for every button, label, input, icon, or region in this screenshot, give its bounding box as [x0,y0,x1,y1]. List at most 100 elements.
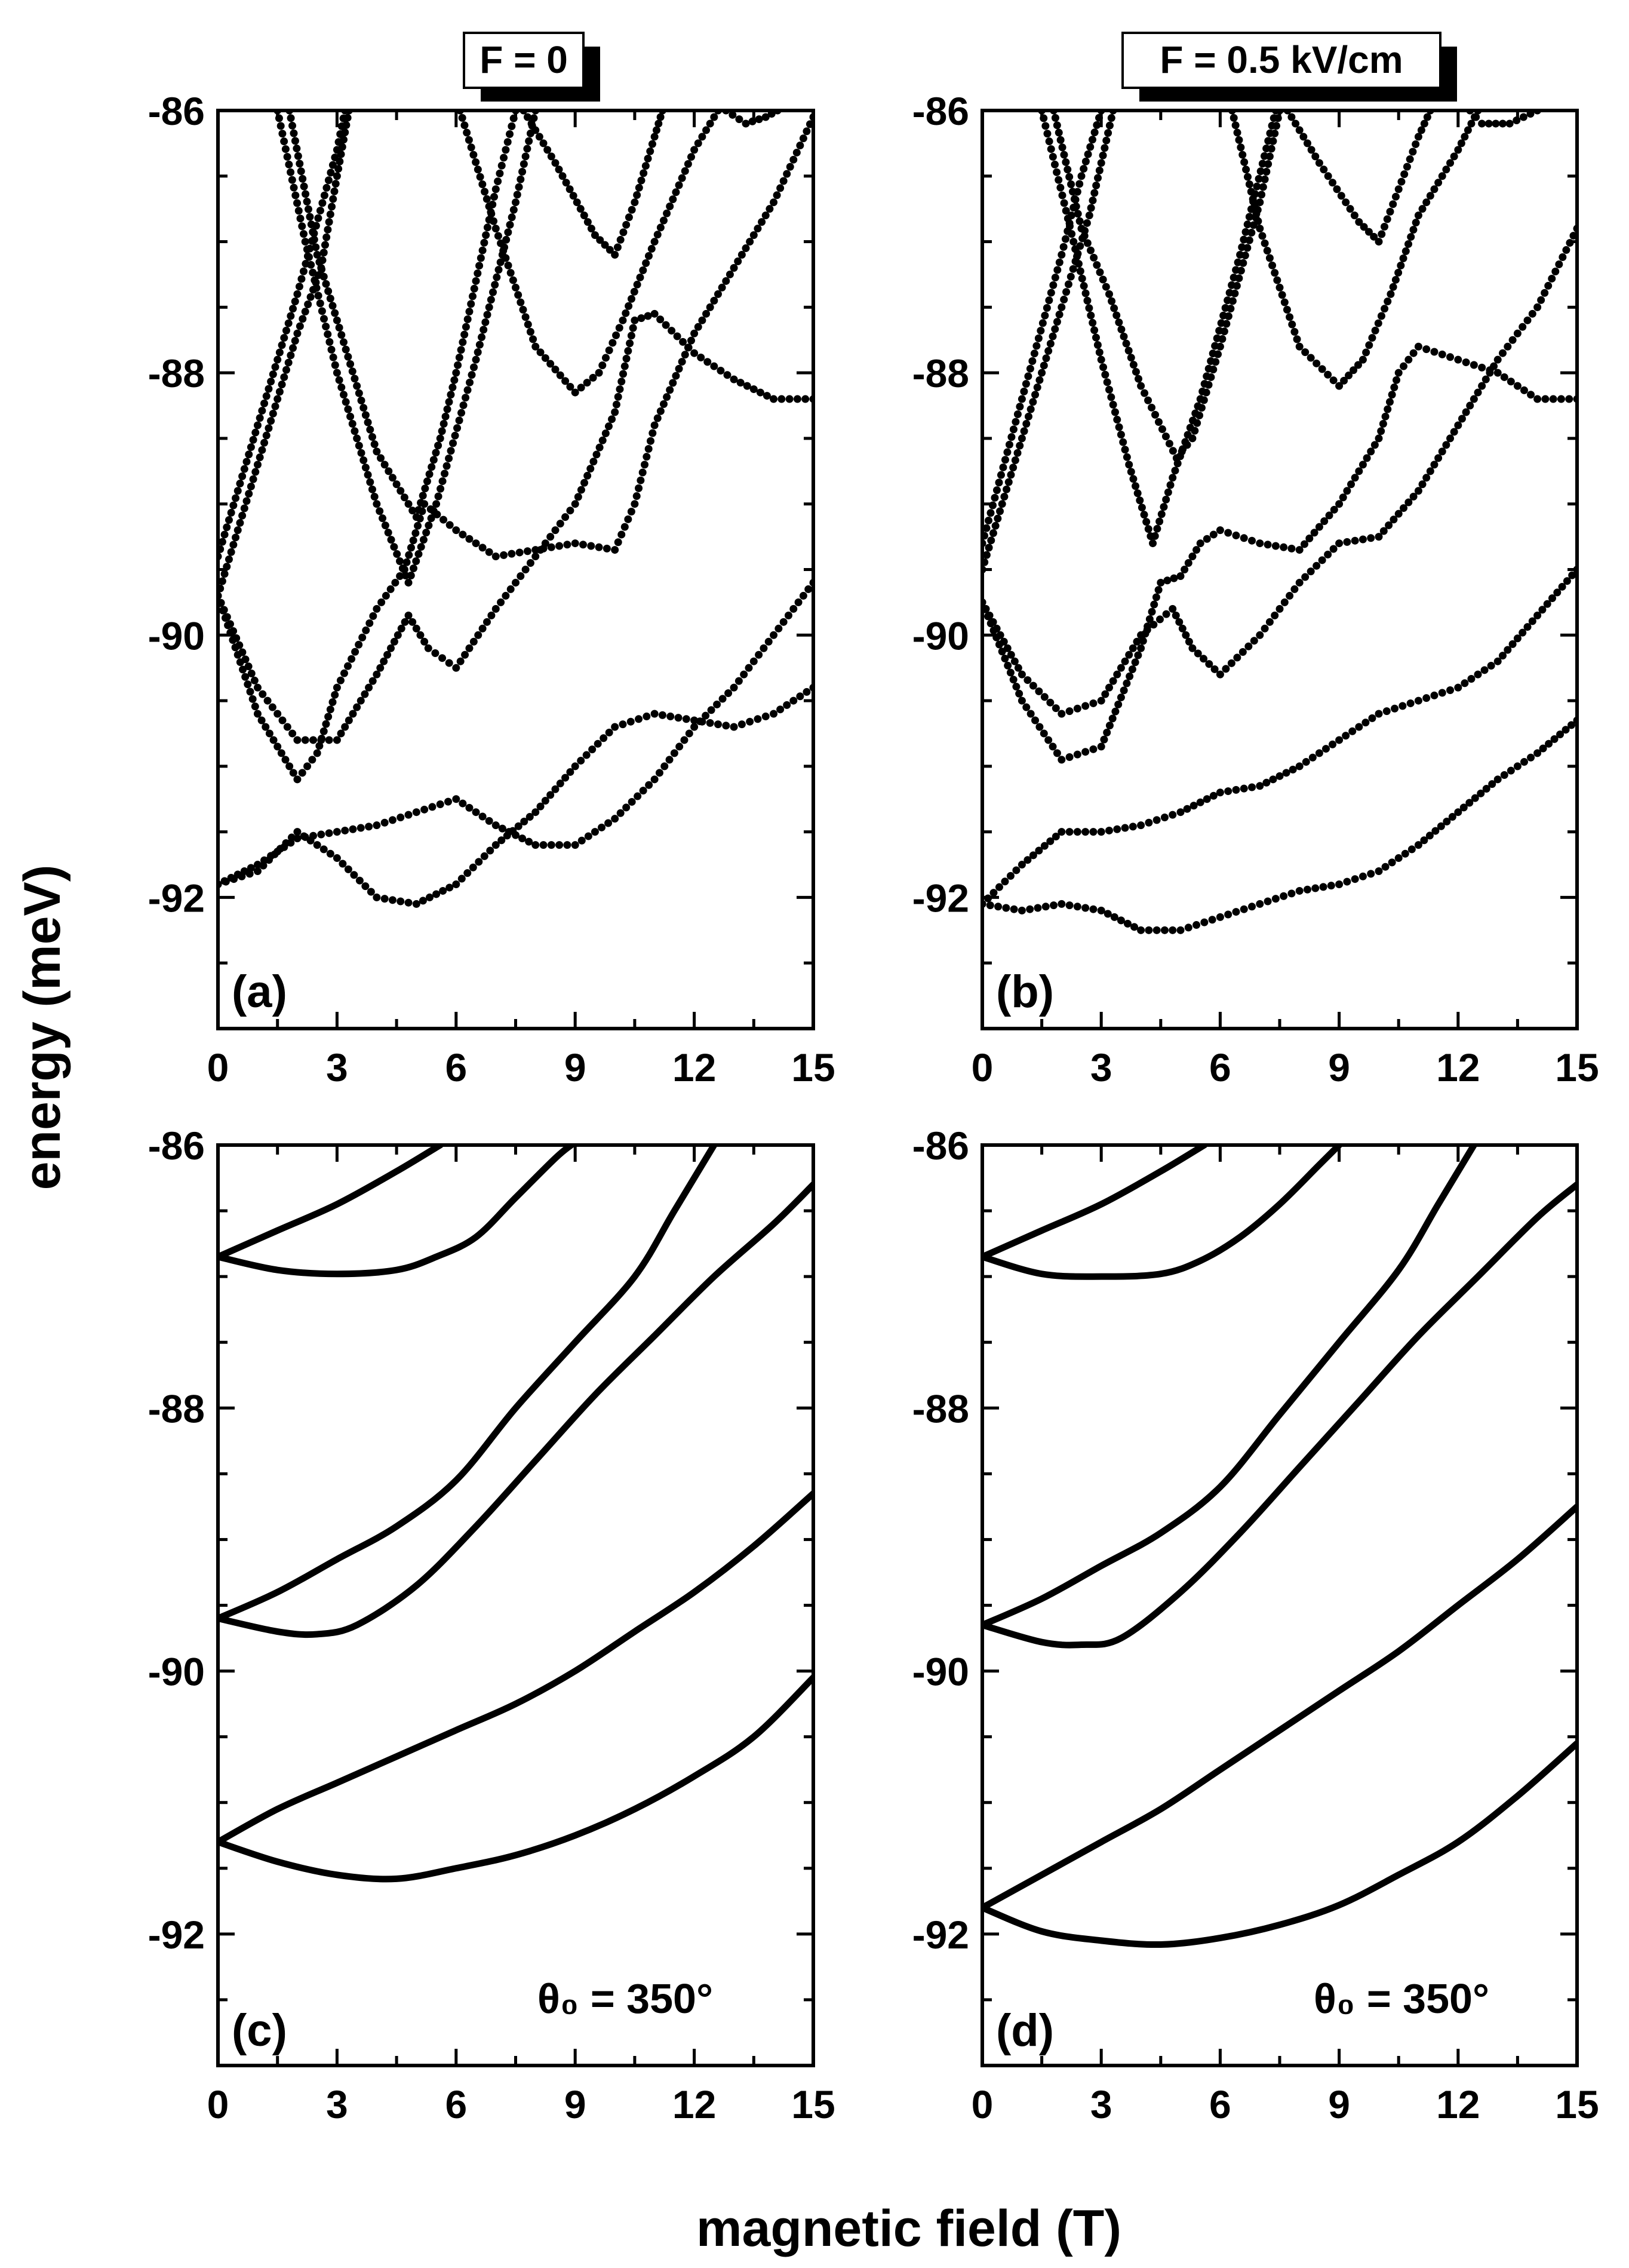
data-point [297,167,305,176]
data-point [300,182,308,191]
data-point [995,640,1003,649]
data-point [1513,116,1521,124]
data-point [1058,828,1066,836]
data-point [580,211,588,220]
data-point [1040,693,1049,701]
data-point [652,126,660,134]
data-point [726,270,734,278]
data-point [764,637,773,646]
data-point [650,775,659,784]
data-point [997,471,1005,479]
data-point [1183,441,1191,449]
data-point [1051,325,1059,333]
series-dots-7 [1038,111,1280,548]
data-point [1001,877,1009,886]
data-point [1275,604,1284,613]
data-point [1113,825,1121,833]
data-point [1520,758,1528,766]
data-point [1280,298,1289,306]
data-point [724,689,733,698]
data-point [1083,219,1091,227]
data-point [273,848,282,856]
data-point [419,536,428,544]
data-point [1488,780,1496,788]
data-point [1190,802,1198,810]
data-point [1224,529,1232,537]
data-point [460,121,469,130]
data-point [247,669,256,677]
data-point [273,395,282,403]
data-point [546,360,555,368]
data-point [1002,904,1010,912]
data-point [658,711,666,719]
data-point [1130,923,1139,931]
data-point [1022,380,1030,388]
data-point [1400,504,1407,512]
data-point [551,785,560,793]
data-point [318,307,326,315]
data-point [565,185,574,194]
data-point [459,799,467,808]
data-point [1115,423,1123,431]
data-point [625,213,633,222]
data-point [296,159,304,168]
data-point [513,191,521,199]
x-tick-label: 0 [207,1045,229,1090]
data-point [480,238,488,247]
data-point [303,198,311,206]
data-point [710,113,718,121]
data-point [991,521,1000,530]
data-point [229,636,237,645]
data-point [547,152,555,161]
data-point [1267,145,1275,153]
data-point [1132,367,1140,376]
data-point [1148,607,1156,616]
data-point [242,458,251,466]
data-point [758,218,766,226]
data-point [1438,447,1446,456]
data-point [317,830,325,839]
data-point [482,195,491,203]
y-tick-label: -90 [912,1650,969,1694]
data-point [1163,576,1172,585]
data-point [648,429,657,437]
data-point [631,198,639,207]
data-point [267,378,275,386]
data-point [596,236,604,244]
data-point [310,235,318,244]
header-f0-text: F = 0 [480,38,568,81]
data-point [783,170,791,178]
data-point [1240,784,1248,793]
data-point [467,300,475,308]
data-point [361,882,370,891]
data-point [582,751,591,759]
data-point [233,526,242,535]
data-point [1320,165,1328,174]
data-point [1319,883,1327,891]
data-point [1090,326,1099,334]
data-point [1015,689,1023,698]
data-point [307,220,315,229]
data-point [1318,556,1326,564]
plot-frame [216,109,815,1030]
data-point [1388,391,1396,399]
data-point [288,176,296,184]
data-point [531,342,540,351]
data-point [504,228,512,237]
data-point [702,711,710,720]
data-point [319,727,328,735]
data-point [287,351,295,360]
data-point [1032,342,1041,350]
data-point [1045,296,1053,305]
data-point [1055,311,1064,319]
data-point [639,787,647,795]
data-point [402,558,411,566]
data-point [600,734,608,742]
data-point [690,349,699,357]
data-point [1045,137,1053,146]
data-point [1055,258,1064,266]
y-tick-label: -86 [912,89,969,133]
data-point [445,883,454,892]
data-point [259,690,267,698]
data-point [324,176,333,185]
